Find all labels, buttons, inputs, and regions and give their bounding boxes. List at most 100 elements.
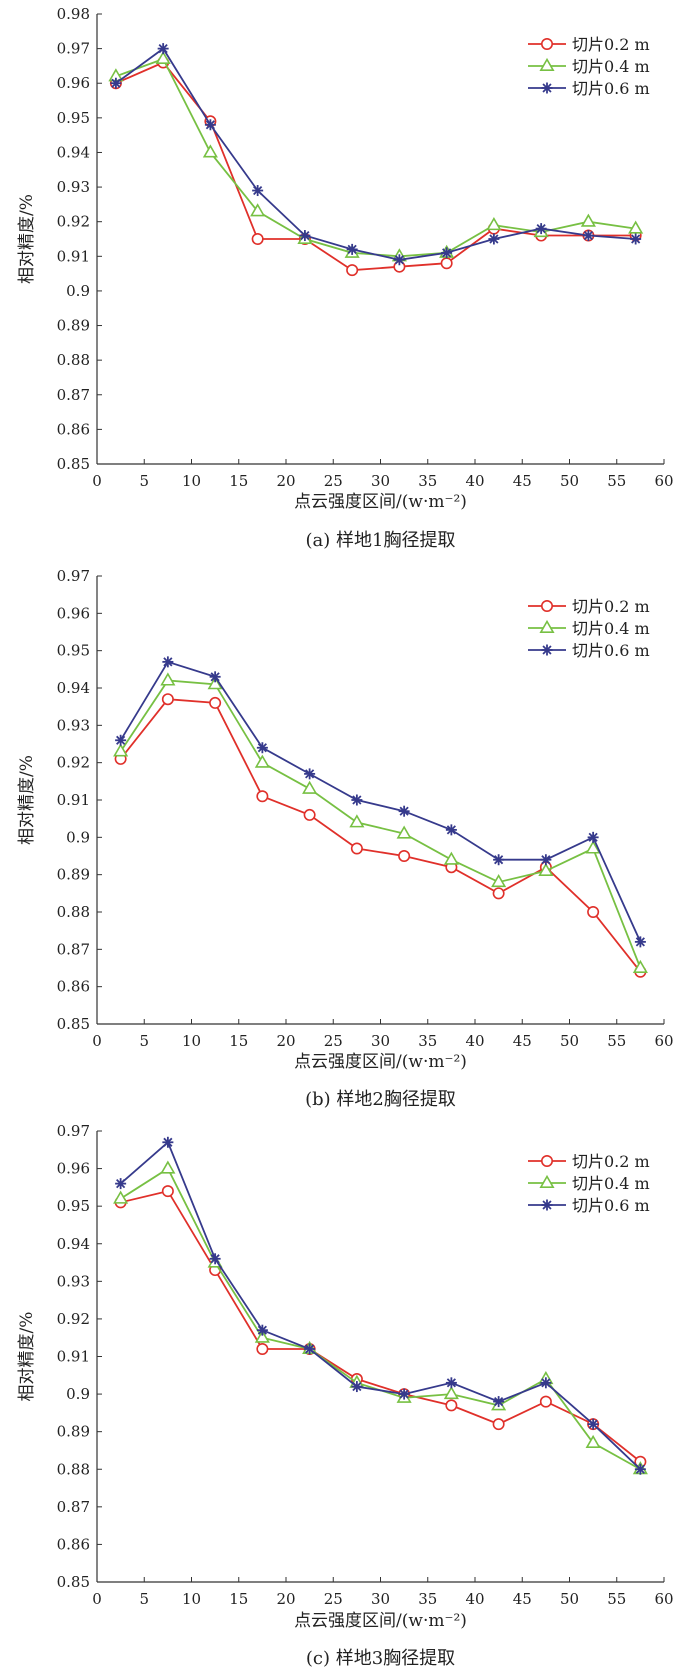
- y-tick-label: 0.93: [57, 716, 90, 734]
- legend-label: 切片0.6 m: [572, 1196, 650, 1215]
- data-point: [492, 1418, 505, 1431]
- data-point: [630, 233, 642, 245]
- x-tick-label: 35: [418, 1032, 437, 1050]
- y-tick-label: 0.92: [57, 1310, 90, 1328]
- data-point: [115, 734, 127, 746]
- y-tick-label: 0.91: [57, 791, 90, 809]
- y-tick-label: 0.94: [57, 1235, 90, 1253]
- x-tick-label: 35: [418, 1590, 437, 1608]
- x-tick-label: 25: [324, 472, 343, 490]
- data-point: [157, 43, 169, 55]
- y-tick-label: 0.97: [57, 1122, 90, 1140]
- x-tick-label: 0: [92, 1590, 102, 1608]
- data-point: [155, 50, 171, 65]
- legend-marker: [540, 1155, 553, 1168]
- legend-item: 切片0.2 m: [528, 597, 650, 616]
- x-tick-label: 35: [418, 472, 437, 490]
- x-tick-label: 60: [654, 1590, 673, 1608]
- y-tick-label: 0.91: [57, 1348, 90, 1366]
- data-point: [398, 1388, 410, 1400]
- data-point: [209, 671, 221, 683]
- y-tick-label: 0.89: [57, 1423, 90, 1441]
- series-line: [120, 1167, 641, 1471]
- data-point: [493, 1396, 505, 1408]
- y-tick-label: 0.85: [57, 1015, 90, 1033]
- y-tick-label: 0.94: [57, 679, 90, 697]
- data-point: [441, 247, 453, 259]
- data-point: [535, 223, 547, 235]
- x-tick-label: 45: [513, 1590, 532, 1608]
- y-tick-label: 0.89: [57, 317, 90, 335]
- y-tick-label: 0.9: [66, 828, 90, 846]
- y-tick-label: 0.88: [57, 351, 90, 369]
- legend-label: 切片0.2 m: [572, 1152, 650, 1171]
- data-point: [492, 887, 505, 900]
- data-point: [209, 1253, 221, 1265]
- data-point: [207, 676, 223, 690]
- data-point: [113, 1190, 129, 1204]
- series-2: [113, 672, 648, 974]
- data-point: [254, 1329, 270, 1343]
- y-tick-label: 0.98: [57, 5, 90, 23]
- y-tick-label: 0.85: [57, 455, 90, 473]
- data-point: [393, 254, 405, 266]
- x-tick-label: 15: [229, 1032, 248, 1050]
- data-point: [113, 743, 129, 757]
- x-tick-label: 25: [324, 1590, 343, 1608]
- data-point: [349, 814, 365, 828]
- data-point: [445, 824, 457, 836]
- data-point: [351, 794, 363, 806]
- x-tick-label: 40: [465, 472, 484, 490]
- y-tick-label: 0.9: [66, 282, 90, 300]
- data-point: [440, 257, 453, 270]
- legend-marker: [539, 1174, 555, 1189]
- series-3: [115, 1136, 646, 1475]
- legend: 切片0.2 m 切片0.4 m 切片0.6 m: [528, 35, 650, 98]
- data-point: [256, 1324, 268, 1336]
- data-point: [585, 840, 601, 854]
- x-tick-label: 5: [139, 1590, 149, 1608]
- x-tick-label: 20: [276, 1590, 295, 1608]
- legend-label: 切片0.6 m: [572, 79, 650, 98]
- data-point: [488, 233, 500, 245]
- data-point: [585, 1434, 601, 1448]
- legend-item: 切片0.4 m: [528, 619, 650, 638]
- x-tick-label: 5: [139, 1032, 149, 1050]
- y-tick-label: 0.97: [57, 40, 90, 58]
- y-tick-label: 0.87: [57, 386, 90, 404]
- data-point: [634, 936, 646, 948]
- y-tick-label: 0.95: [57, 642, 90, 660]
- x-tick-label: 50: [560, 1032, 579, 1050]
- x-tick-label: 25: [324, 1032, 343, 1050]
- chart-caption: (b) 样地2胸径提取: [305, 1089, 456, 1110]
- x-axis-title: 点云强度区间/(w·m⁻²): [294, 1052, 467, 1072]
- legend-item: 切片0.4 m: [528, 1174, 650, 1193]
- legend-label: 切片0.4 m: [572, 1174, 650, 1193]
- legend-label: 切片0.6 m: [572, 641, 650, 660]
- y-tick-label: 0.86: [57, 1535, 90, 1553]
- legend-label: 切片0.2 m: [572, 35, 650, 54]
- y-tick-label: 0.93: [57, 178, 90, 196]
- data-point: [110, 77, 122, 89]
- data-point: [160, 672, 176, 686]
- data-point: [256, 790, 269, 803]
- series-line: [119, 698, 642, 973]
- legend-label: 切片0.4 m: [572, 57, 650, 76]
- x-tick-label: 20: [276, 472, 295, 490]
- data-point: [587, 905, 600, 918]
- legend-marker: [539, 57, 555, 72]
- data-point: [582, 230, 594, 242]
- chart-panel-3: 0.85 0.86 0.87 0.88 0.89 0.9 0.91 0.92 0.93 0.94 0…: [17, 1122, 674, 1669]
- data-point: [115, 1178, 127, 1190]
- data-point: [486, 217, 502, 231]
- y-tick-label: 0.86: [57, 978, 90, 996]
- data-point: [628, 220, 644, 234]
- x-tick-label: 20: [276, 1032, 295, 1050]
- legend-marker: [541, 644, 553, 656]
- x-tick-label: 60: [654, 1032, 673, 1050]
- data-point: [351, 1381, 363, 1393]
- x-tick-label: 50: [560, 1590, 579, 1608]
- data-point: [396, 825, 412, 839]
- x-tick-label: 45: [513, 1032, 532, 1050]
- data-point: [445, 1377, 457, 1389]
